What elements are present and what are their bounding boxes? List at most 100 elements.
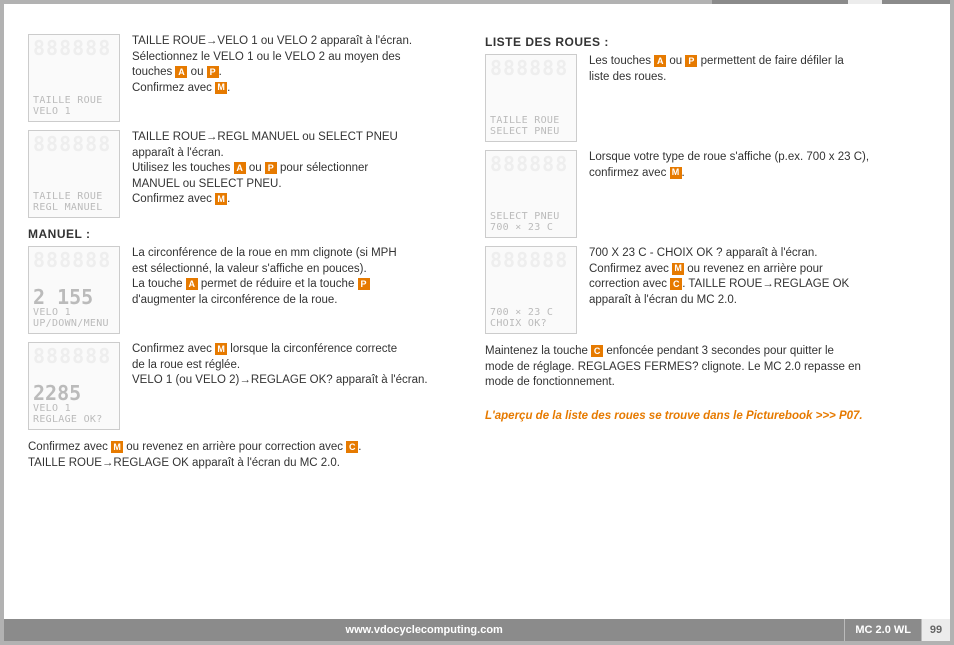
key-m-icon: M [215,193,227,205]
t: ou [187,66,206,78]
t: Confirmez avec [132,343,215,355]
t: . TAILLE ROUE→REGLAGE OK [682,278,849,290]
t: Confirmez avec [132,82,215,94]
t: . [682,167,685,179]
lcd-line: 700 × 23 C [490,222,572,233]
t: pour sélectionner [277,162,368,174]
footer-url: www.vdocyclecomputing.com [4,624,844,636]
instruction-text: Confirmez avec M lorsque la circonférenc… [132,342,469,430]
t: ou revenez en arrière pour correction av… [123,441,346,453]
lcd-placeholder: 888888 [490,251,572,269]
key-c-icon: C [591,345,603,357]
t: mode de fonctionnement. [485,376,615,388]
instruction-text: Les touches A ou P permettent de faire d… [589,54,926,142]
t: est sélectionné, la valeur s'affiche en … [132,263,367,275]
lcd-line: TAILLE ROUE [33,191,115,202]
t: TAILLE ROUE→REGLAGE OK apparaît à l'écra… [28,457,340,469]
emphasis-picturebook: L'aperçu de la liste des roues se trouve… [485,409,926,425]
key-p-icon: P [265,162,277,174]
t: TAILLE ROUE→VELO 1 ou VELO 2 apparaît à … [132,35,412,47]
t: Confirmez avec [589,263,672,275]
content-sheet: 888888 TAILLE ROUE VELO 1 TAILLE ROUE→VE… [4,4,950,641]
instruction-text: TAILLE ROUE→REGL MANUEL ou SELECT PNEU a… [132,130,469,218]
key-m-icon: M [215,343,227,355]
t: permettent de faire défiler la [697,55,843,67]
lcd-placeholder: 888888 [490,59,572,77]
t: Les touches [589,55,654,67]
footer-model: MC 2.0 WL [844,619,922,641]
t: lorsque la circonférence correcte [227,343,397,355]
key-a-icon: A [175,66,187,78]
lcd-placeholder: 888888 [490,155,572,173]
lcd-placeholder: 888888 [33,39,115,57]
t: Confirmez avec [132,193,215,205]
t: . [358,441,361,453]
key-m-icon: M [111,441,123,453]
instruction-text: Lorsque votre type de roue s'affiche (p.… [589,150,926,238]
key-m-icon: M [672,263,684,275]
key-m-icon: M [215,82,227,94]
left-bottom-text: Confirmez avec M ou revenez en arrière p… [28,440,469,471]
lcd-thumb-choix-ok: 888888 700 × 23 C CHOIX OK? [485,246,577,334]
block-regl-manuel: 888888 TAILLE ROUE REGL MANUEL TAILLE RO… [28,130,469,218]
key-c-icon: C [670,278,682,290]
block-type-roue: 888888 SELECT PNEU 700 × 23 C Lorsque vo… [485,150,926,238]
right-bottom-text: Maintenez la touche C enfoncée pendant 3… [485,344,926,391]
lcd-thumb-700x23: 888888 SELECT PNEU 700 × 23 C [485,150,577,238]
t: MANUEL ou SELECT PNEU. [132,178,282,190]
block-reglage-ok: 888888 2285 VELO 1 REGLAGE OK? Confirmez… [28,342,469,430]
instruction-text: TAILLE ROUE→VELO 1 ou VELO 2 apparaît à … [132,34,469,122]
lcd-line: TAILLE ROUE [33,95,115,106]
page-footer: www.vdocyclecomputing.com MC 2.0 WL 99 [4,619,950,641]
lcd-placeholder: 888888 [33,347,115,365]
t: correction avec [589,278,670,290]
lcd-thumb-select-pneu: 888888 TAILLE ROUE SELECT PNEU [485,54,577,142]
lcd-value: 2 155 [33,287,115,307]
lcd-thumb-regl: 888888 TAILLE ROUE REGL MANUEL [28,130,120,218]
key-a-icon: A [186,278,198,290]
footer-page-number: 99 [922,619,950,641]
t: . [227,193,230,205]
t: apparaît à l'écran du MC 2.0. [589,294,737,306]
t: La circonférence de la roue en mm cligno… [132,247,397,259]
heading-liste-roues: LISTE DES ROUES : [485,34,926,50]
key-c-icon: C [346,441,358,453]
instruction-text: 700 X 23 C - CHOIX OK ? apparaît à l'écr… [589,246,926,334]
lcd-line: 700 × 23 C [490,307,572,318]
t: de la roue est réglée. [132,359,240,371]
t: . [227,82,230,94]
lcd-placeholder: 888888 [33,135,115,153]
key-a-icon: A [654,55,666,67]
t: apparaît à l'écran. [132,147,224,159]
t: VELO 1 (ou VELO 2)→REGLAGE OK? apparaît … [132,374,428,386]
t: Maintenez la touche [485,345,591,357]
block-liste-defiler: 888888 TAILLE ROUE SELECT PNEU Les touch… [485,54,926,142]
t: confirmez avec [589,167,670,179]
right-column: LISTE DES ROUES : 888888 TAILLE ROUE SEL… [485,34,926,615]
t: ou revenez en arrière pour [684,263,823,275]
t: mode de réglage. REGLAGES FERMES? cligno… [485,361,861,373]
heading-manuel: MANUEL : [28,226,469,242]
t: touches [132,66,175,78]
key-a-icon: A [234,162,246,174]
left-column: 888888 TAILLE ROUE VELO 1 TAILLE ROUE→VE… [28,34,469,615]
lcd-placeholder: 888888 [33,251,115,269]
t: Lorsque votre type de roue s'affiche (p.… [589,151,869,163]
t: Utilisez les touches [132,162,234,174]
lcd-line: TAILLE ROUE [490,115,572,126]
lcd-thumb-velo1: 888888 TAILLE ROUE VELO 1 [28,34,120,122]
t: Confirmez avec [28,441,111,453]
lcd-line: UP/DOWN/MENU [33,318,115,329]
key-p-icon: P [207,66,219,78]
t: TAILLE ROUE→REGL MANUEL ou SELECT PNEU [132,131,398,143]
t: enfoncée pendant 3 secondes pour quitter… [603,345,834,357]
lcd-line: REGL MANUEL [33,202,115,213]
t: La touche [132,278,186,290]
t: ou [246,162,265,174]
t: ou [666,55,685,67]
lcd-line: SELECT PNEU [490,126,572,137]
lcd-line: CHOIX OK? [490,318,572,329]
t: permet de réduire et la touche [198,278,358,290]
instruction-text: La circonférence de la roue en mm cligno… [132,246,469,334]
block-circonference: 888888 2 155 VELO 1 UP/DOWN/MENU La circ… [28,246,469,334]
